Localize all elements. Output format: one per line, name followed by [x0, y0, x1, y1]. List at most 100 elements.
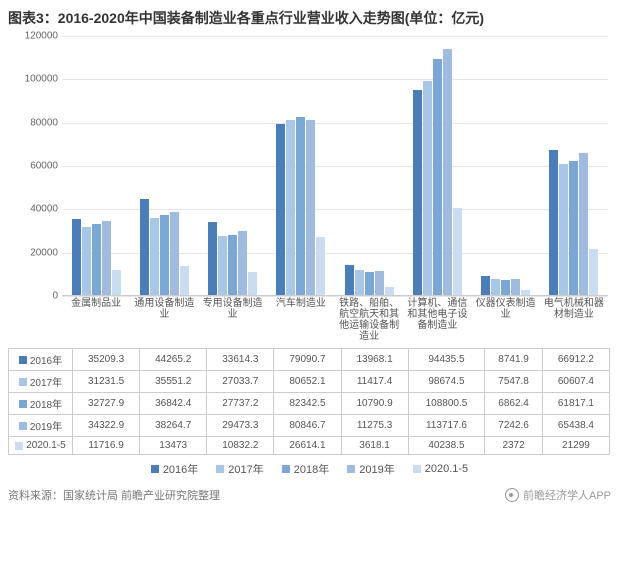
data-cell: 108800.5: [408, 393, 485, 415]
series-key-cell: 2016年: [9, 349, 73, 371]
bar: [511, 279, 520, 295]
bar: [208, 222, 217, 295]
series-key-cell: 2018年: [9, 393, 73, 415]
data-cell: 6862.4: [485, 393, 543, 415]
y-tick: 60000: [30, 161, 58, 172]
series-label: 2016年: [30, 352, 62, 367]
legend-item: 2019年: [347, 461, 394, 477]
legend-item: 2020.1-5: [413, 461, 468, 477]
bar: [82, 227, 91, 295]
bar: [559, 164, 568, 295]
data-cell: 66912.2: [542, 349, 609, 371]
grid-line: [62, 166, 608, 167]
bar-group: [410, 49, 465, 295]
grid-line: [62, 36, 608, 37]
chart-title: 图表3：2016-2020年中国装备制造业各重点行业营业收入走势图(单位：亿元): [8, 8, 611, 28]
grid-line: [62, 79, 608, 80]
bar: [150, 218, 159, 295]
bar: [375, 271, 384, 295]
data-cell: 31231.5: [73, 371, 140, 393]
x-label: 金属制品业: [65, 298, 127, 309]
bar: [306, 120, 315, 295]
y-tick: 80000: [30, 117, 58, 128]
color-swatch: [347, 465, 355, 473]
legend-label: 2020.1-5: [425, 463, 468, 475]
data-cell: 94435.5: [408, 349, 485, 371]
data-cell: 98674.5: [408, 371, 485, 393]
legend-label: 2016年: [163, 461, 198, 477]
color-swatch: [151, 465, 159, 473]
data-cell: 11417.4: [341, 371, 408, 393]
bar: [385, 287, 394, 295]
y-tick: 120000: [25, 31, 58, 42]
data-cell: 40238.5: [408, 437, 485, 455]
data-cell: 11275.3: [341, 415, 408, 437]
x-label: 铁路、船舶、航空航天和其他运输设备制造业: [338, 298, 400, 342]
x-label: 电气机械和器材制造业: [543, 298, 605, 320]
series-label: 2020.1-5: [26, 440, 65, 451]
data-cell: 61817.1: [542, 393, 609, 415]
app-label: 前瞻经济学人APP: [523, 487, 611, 503]
legend-item: 2016年: [151, 461, 198, 477]
bar: [423, 81, 432, 295]
legend: 2016年2017年2018年2019年2020.1-5: [8, 461, 611, 477]
y-tick: 0: [52, 291, 58, 302]
data-cell: 21299: [542, 437, 609, 455]
bar: [453, 208, 462, 295]
y-tick: 100000: [25, 74, 58, 85]
bar-group: [546, 150, 601, 295]
x-label: 通用设备制造业: [133, 298, 195, 320]
y-tick: 40000: [30, 204, 58, 215]
series-key-cell: 2017年: [9, 371, 73, 393]
data-cell: 38264.7: [140, 415, 207, 437]
chart-area: 020000400006000080000100000120000 金属制品业通…: [8, 36, 608, 336]
bar: [170, 212, 179, 295]
bar: [589, 249, 598, 295]
data-cell: 8741.9: [485, 349, 543, 371]
bar-group: [478, 276, 533, 295]
series-label: 2017年: [30, 374, 62, 389]
data-cell: 10790.9: [341, 393, 408, 415]
bar: [218, 236, 227, 295]
data-cell: 27737.2: [207, 393, 274, 415]
data-cell: 11716.9: [73, 437, 140, 455]
y-tick: 20000: [30, 247, 58, 258]
data-cell: 34322.9: [73, 415, 140, 437]
data-cell: 79090.7: [274, 349, 341, 371]
data-cell: 3618.1: [341, 437, 408, 455]
bar: [365, 272, 374, 295]
color-swatch: [216, 465, 224, 473]
data-cell: 26614.1: [274, 437, 341, 455]
x-label: 仪器仪表制造业: [475, 298, 537, 320]
data-cell: 33614.3: [207, 349, 274, 371]
data-table: 2016年35209.344265.233614.379090.713968.1…: [8, 348, 610, 455]
data-cell: 35209.3: [73, 349, 140, 371]
bar: [355, 270, 364, 295]
bar: [102, 221, 111, 295]
data-cell: 7242.6: [485, 415, 543, 437]
x-label: 专用设备制造业: [202, 298, 264, 320]
app-badge: 前瞻经济学人APP: [505, 487, 611, 503]
data-cell: 32727.9: [73, 393, 140, 415]
source-text: 资料来源：国家统计局 前瞻产业研究院整理: [8, 487, 220, 503]
bar: [521, 290, 530, 295]
color-swatch: [15, 442, 23, 450]
data-cell: 60607.4: [542, 371, 609, 393]
bar: [413, 90, 422, 295]
data-cell: 44265.2: [140, 349, 207, 371]
x-axis-labels: 金属制品业通用设备制造业专用设备制造业汽车制造业铁路、船舶、航空航天和其他运输设…: [62, 298, 608, 348]
bar: [238, 231, 247, 295]
footer: 资料来源：国家统计局 前瞻产业研究院整理 前瞻经济学人APP: [8, 487, 611, 503]
data-cell: 7547.8: [485, 371, 543, 393]
bar: [92, 224, 101, 295]
bar: [286, 120, 295, 295]
legend-label: 2017年: [228, 461, 263, 477]
table-row: 2017年31231.535551.227033.780652.111417.4…: [9, 371, 610, 393]
bar: [316, 237, 325, 295]
bar: [501, 280, 510, 295]
data-cell: 35551.2: [140, 371, 207, 393]
grid-line: [62, 296, 608, 297]
bar: [481, 276, 490, 295]
data-cell: 82342.5: [274, 393, 341, 415]
x-label: 汽车制造业: [270, 298, 332, 309]
